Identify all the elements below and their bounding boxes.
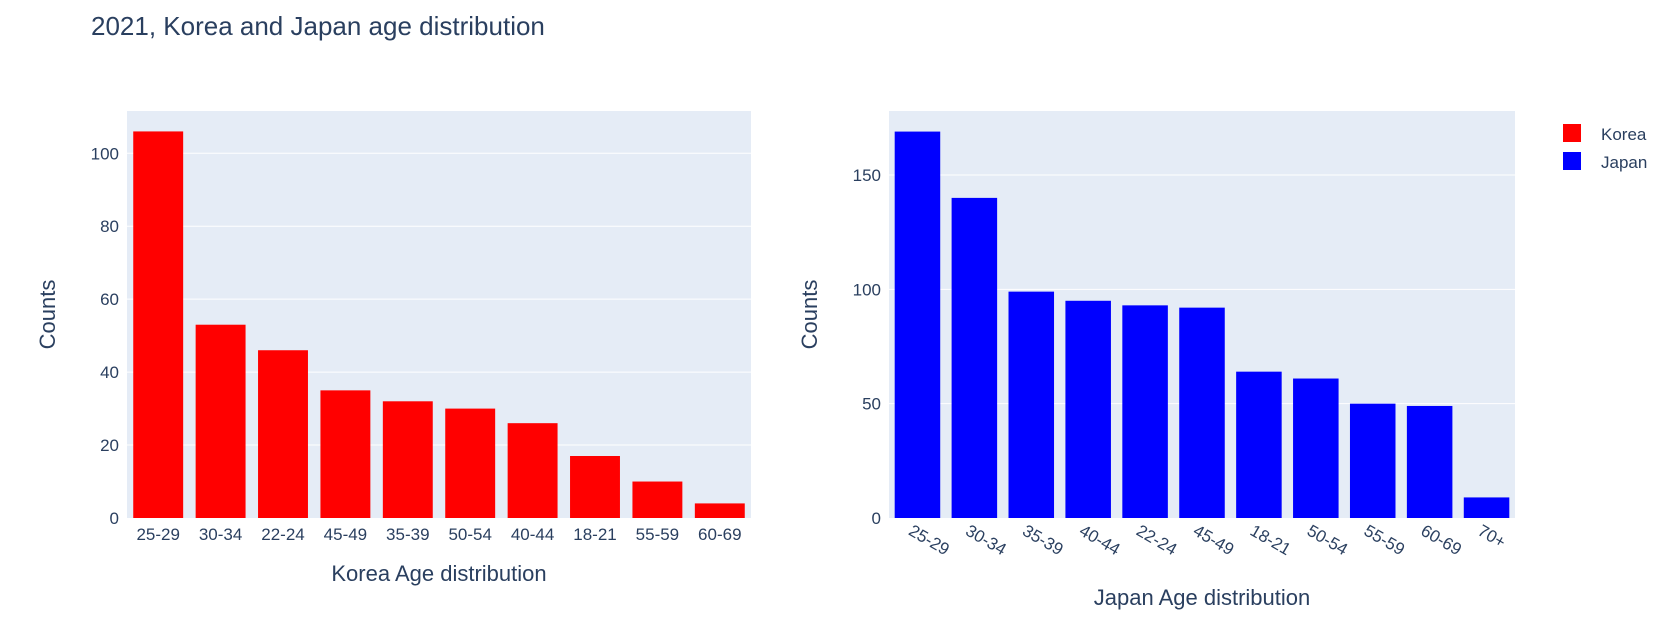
japan-bar-22-24[interactable] [1122, 305, 1168, 518]
japan-xtick-label: 70+ [1475, 521, 1510, 552]
japan-bar-18-21[interactable] [1236, 371, 1282, 518]
korea-ytick-label: 40 [100, 363, 119, 382]
japan-bar-60-69[interactable] [1406, 405, 1453, 518]
japan-ytick-label: 100 [853, 280, 881, 299]
korea-ytick-label: 60 [100, 290, 119, 309]
korea-y-axis-title: Counts [35, 280, 60, 350]
japan-bar-55-59[interactable] [1349, 403, 1396, 518]
japan-xtick-label: 35-39 [1019, 521, 1066, 559]
korea-bar-30-34[interactable] [195, 324, 246, 518]
japan-subplot: 0 50 100 150 25-29 30-34 35-39 40-44 22-24 45-49 1… [797, 111, 1515, 610]
korea-bar-60-69[interactable] [694, 503, 745, 518]
legend-item-korea[interactable]: Korea [1563, 124, 1647, 144]
japan-bar-50-54[interactable] [1293, 378, 1339, 518]
japan-xtick-label: 45-49 [1190, 521, 1237, 559]
legend-label-japan: Japan [1601, 153, 1647, 172]
japan-bar-40-44[interactable] [1065, 300, 1111, 518]
japan-xtick-label: 18-21 [1247, 521, 1294, 559]
japan-xtick-label: 25-29 [905, 521, 952, 559]
korea-ytick-label: 80 [100, 217, 119, 236]
korea-xtick-label: 50-54 [448, 525, 491, 544]
korea-bar-45-49[interactable] [320, 390, 371, 518]
legend[interactable]: Korea Japan [1563, 124, 1647, 172]
korea-bar-55-59[interactable] [632, 481, 683, 518]
korea-ytick-label: 100 [91, 144, 119, 163]
japan-xtick-label: 22-24 [1133, 521, 1180, 559]
korea-x-axis-title: Korea Age distribution [331, 561, 546, 586]
korea-xtick-label: 60-69 [698, 525, 741, 544]
korea-bar-25-29[interactable] [133, 131, 184, 518]
legend-swatch-korea [1563, 124, 1581, 142]
korea-xtick-label: 25-29 [136, 525, 179, 544]
japan-y-axis-title: Counts [797, 280, 822, 350]
japan-bar-25-29[interactable] [894, 131, 941, 518]
japan-bar-45-49[interactable] [1179, 307, 1225, 518]
japan-xtick-label: 50-54 [1304, 521, 1351, 559]
japan-bar-70-[interactable] [1463, 497, 1510, 518]
japan-bar-35-39[interactable] [1008, 291, 1055, 518]
korea-xtick-label: 18-21 [573, 525, 616, 544]
japan-xtick-label: 55-59 [1361, 521, 1408, 559]
korea-bar-35-39[interactable] [382, 401, 433, 518]
chart-title: 2021, Korea and Japan age distribution [91, 11, 545, 41]
japan-xtick-label: 40-44 [1076, 521, 1123, 559]
japan-bar-30-34[interactable] [951, 197, 998, 518]
korea-xtick-label: 55-59 [636, 525, 679, 544]
japan-ytick-label: 150 [853, 166, 881, 185]
korea-xtick-label: 35-39 [386, 525, 429, 544]
japan-ytick-label: 50 [862, 395, 881, 414]
korea-xtick-label: 40-44 [511, 525, 554, 544]
korea-bar-50-54[interactable] [445, 408, 496, 518]
korea-xtick-label: 22-24 [261, 525, 304, 544]
legend-item-japan[interactable]: Japan [1563, 152, 1647, 172]
korea-bar-22-24[interactable] [258, 350, 308, 518]
korea-bar-40-44[interactable] [507, 423, 558, 518]
japan-x-axis-title: Japan Age distribution [1094, 585, 1311, 610]
korea-xtick-label: 45-49 [324, 525, 367, 544]
japan-ytick-label: 0 [872, 509, 881, 528]
korea-bar-18-21[interactable] [570, 456, 620, 518]
korea-ytick-label: 0 [110, 509, 119, 528]
legend-label-korea: Korea [1601, 125, 1647, 144]
japan-xtick-label: 30-34 [962, 521, 1009, 559]
korea-ytick-label: 20 [100, 436, 119, 455]
legend-swatch-japan [1563, 152, 1581, 170]
korea-subplot: 0 20 40 60 80 100 25-29 30-34 22-24 45-49 35-39 50-… [35, 111, 751, 586]
japan-xtick-label: 60-69 [1418, 521, 1465, 559]
korea-xtick-label: 30-34 [199, 525, 242, 544]
